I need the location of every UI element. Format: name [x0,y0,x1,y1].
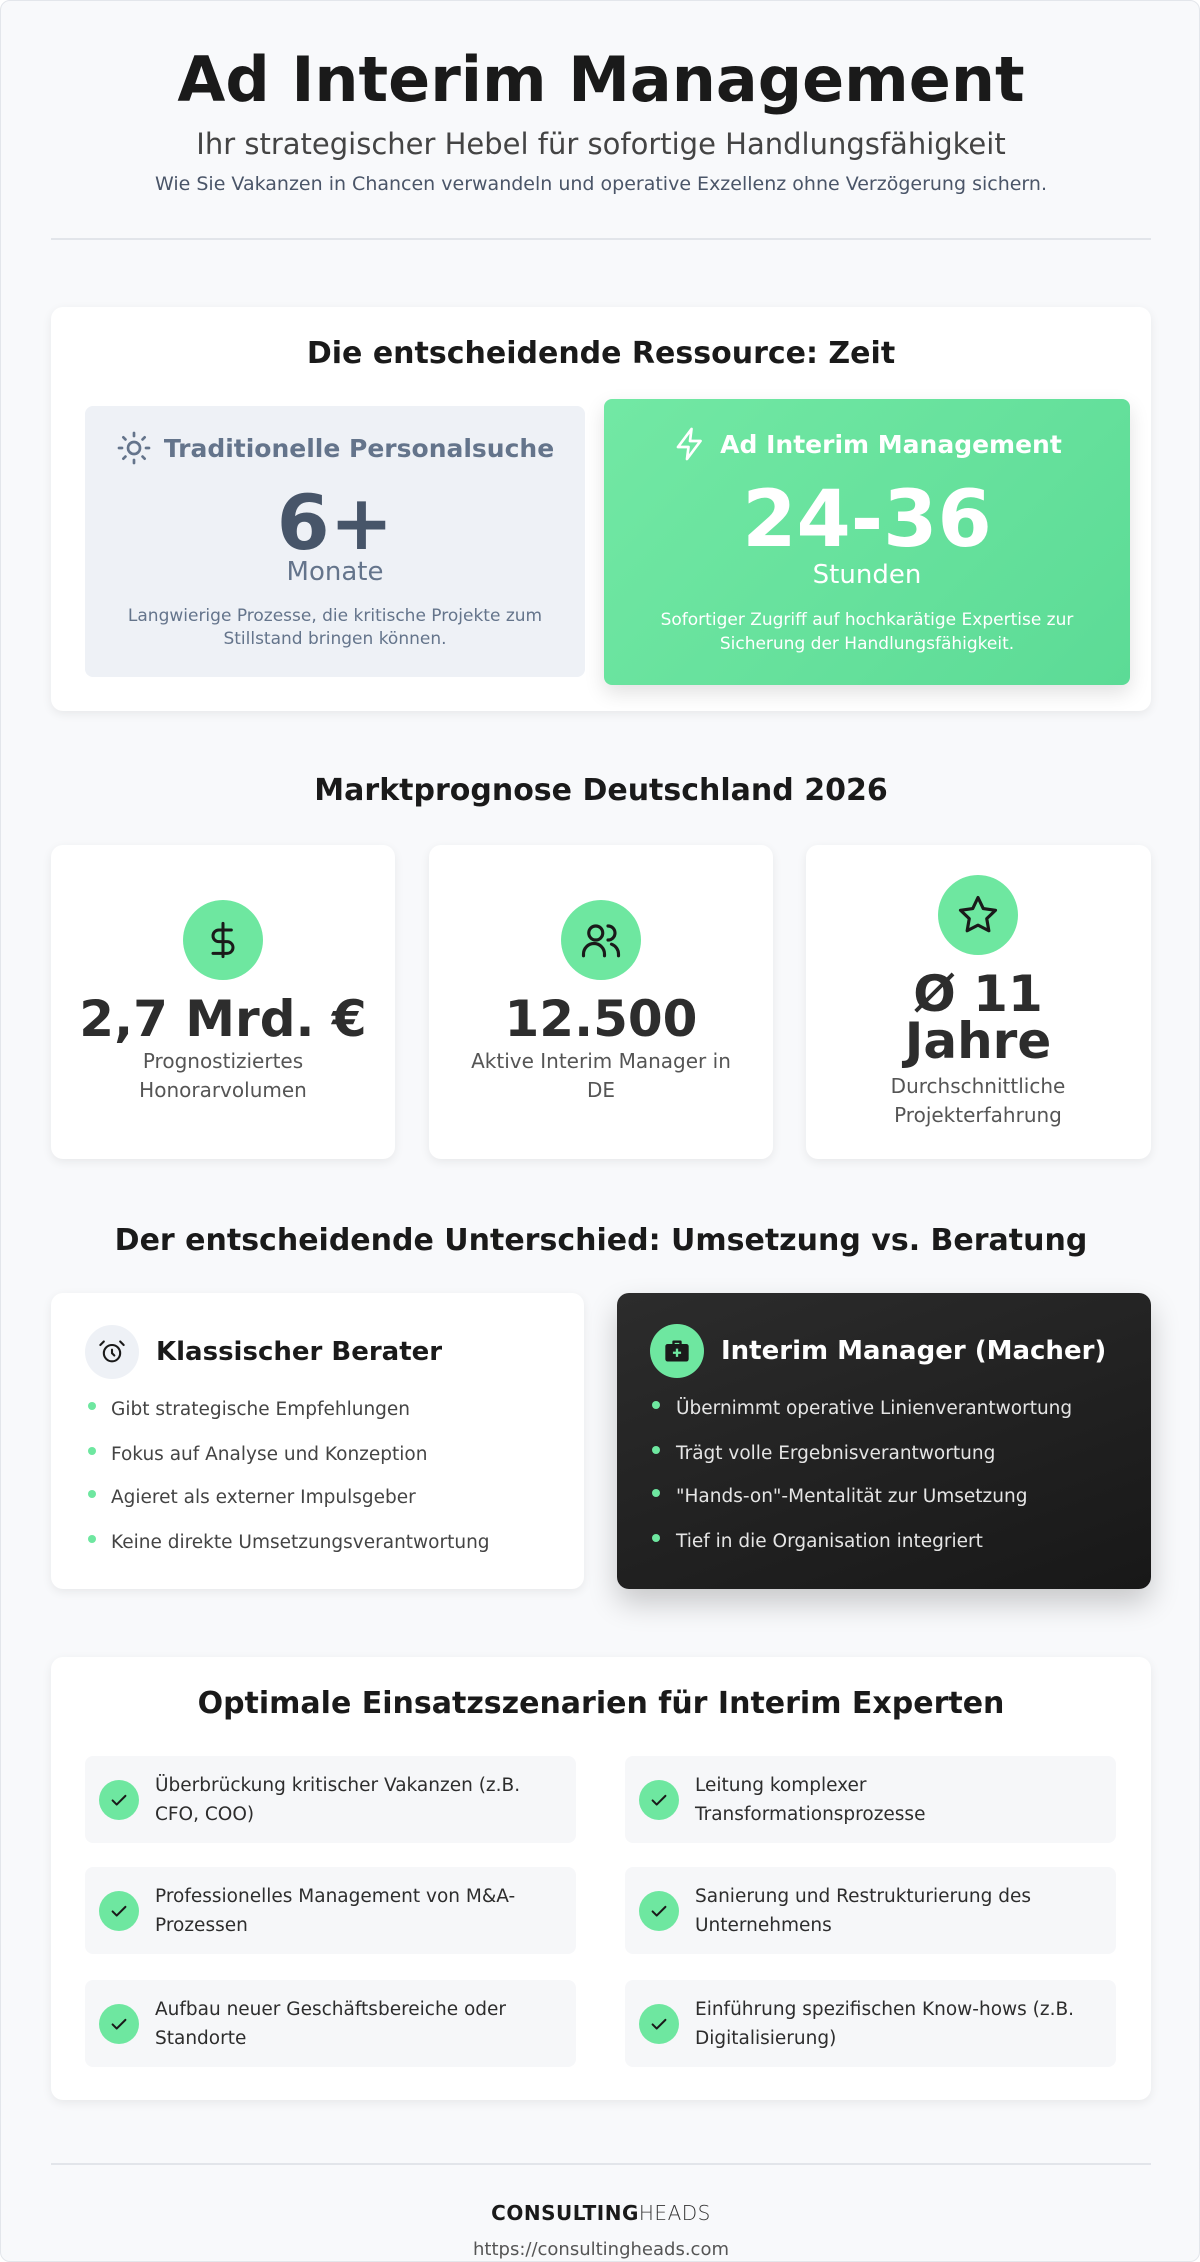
stat-card [429,845,773,1159]
scenario-text: Professionelles Management von M&A-Proze… [155,1885,516,1936]
stat-value: 2,7 Mrd. € [79,990,367,1048]
stat-icon [183,900,263,980]
tagline: Wie Sie Vakanzen in Chancen verwandeln u… [154,173,1047,195]
section-title: Die entscheidende Ressource: Zeit [306,336,896,371]
check-icon [639,2003,679,2044]
check-icon [639,1890,679,1931]
footer-url: https://consultingheads.com [473,2239,729,2260]
page-title: Ad Interim Management [177,43,1025,116]
stat-value: 12.500 [504,990,698,1048]
manager-icon [650,1324,704,1378]
traditional-header: Traditionelle Personalsuche [85,430,585,466]
divider [51,238,1151,240]
bullet-text: "Hands-on"-Mentalität zur Umsetzung [676,1486,1028,1507]
box-title: Traditionelle Personalsuche [163,433,555,463]
box-title: Ad Interim Management [720,429,1062,459]
big-value: 24-36 [742,475,992,565]
bullet-text: Übernimmt operative Linienverantwortung [676,1398,1073,1419]
scenario-text: Sanierung und Restrukturierung des Unter… [695,1885,1031,1936]
check-icon [99,1890,139,1931]
scenario-item: Leitung komplexer Transformationsprozess… [625,1756,1116,1843]
card-title: Klassischer Berater [156,1337,443,1367]
check-icon [99,1779,139,1820]
stat-card [51,845,395,1159]
check-icon [99,2003,139,2044]
divider [51,2163,1151,2165]
scenario-text: Leitung komplexer Transformationsprozess… [695,1774,926,1825]
check-icon [639,1779,679,1820]
brand-light: HEADS [638,2201,711,2225]
bullet [88,1402,96,1410]
section-title: Optimale Einsatzszenarien für Interim Ex… [197,1686,1005,1721]
scenario-item: Professionelles Management von M&A-Proze… [85,1867,576,1954]
bullet [88,1490,96,1498]
stat-value: Ø 11 Jahre [904,965,1052,1070]
unit: Monate [286,557,384,587]
stat-icon [938,875,1018,955]
unit: Stunden [812,560,922,590]
bullet-text: Agieret als externer Impulsgeber [111,1487,416,1508]
interim-header: Ad Interim Management [604,426,1130,462]
manager-card [617,1293,1151,1589]
bullet [88,1447,96,1455]
scenario-text: Aufbau neuer Geschäftsbereiche oder Stan… [155,1998,507,2049]
bolt-icon [676,427,703,461]
bullet-text: Trägt volle Ergebnisverantwortung [676,1443,996,1464]
stat-label: Prognostiziertes Honorarvolumen [139,1049,307,1102]
stat-label: Aktive Interim Manager in DE [471,1049,731,1102]
bullet [652,1446,660,1454]
stat-label: Durchschnittliche Projekterfahrung [890,1074,1066,1127]
consultant-icon [85,1325,139,1379]
description: Sofortiger Zugriff auf hochkarätige Expe… [660,610,1074,654]
scenario-item: Aufbau neuer Geschäftsbereiche oder Stan… [85,1980,576,2067]
card-title: Interim Manager (Macher) [721,1336,1107,1366]
bullet-text: Fokus auf Analyse und Konzeption [111,1444,428,1465]
section-title: Marktprognose Deutschland 2026 [314,773,888,808]
bullet-text: Tief in die Organisation integriert [676,1531,983,1552]
section-title: Der entscheidende Unterschied: Umsetzung… [114,1223,1088,1258]
stat-icon [561,900,641,980]
scenario-text: Überbrückung kritischer Vakanzen (z.B. C… [155,1774,521,1825]
scenario-text: Einführung spezifischen Know-hows (z.B. … [695,1998,1075,2049]
bullet [88,1535,96,1543]
scenario-item: Überbrückung kritischer Vakanzen (z.B. C… [85,1756,576,1843]
scenario-item: Einführung spezifischen Know-hows (z.B. … [625,1980,1116,2067]
brand-logo: CONSULTINGHEADS [1,2200,1199,2226]
bullet [652,1534,660,1542]
scenario-item: Sanierung und Restrukturierung des Unter… [625,1867,1116,1954]
bullet-text: Gibt strategische Empfehlungen [111,1399,411,1420]
interim-box [604,399,1130,685]
bullet [652,1401,660,1409]
big-value: 6+ [276,478,394,567]
consultant-card [51,1293,584,1589]
bullet-text: Keine direkte Umsetzungsverantwortung [111,1532,490,1553]
brand-bold: CONSULTING [491,2201,639,2225]
subtitle: Ihr strategischer Hebel für sofortige Ha… [196,127,1006,161]
traditional-box [85,406,585,677]
sun-icon [117,431,151,465]
description: Langwierige Prozesse, die kritische Proj… [127,606,543,649]
bullet [652,1489,660,1497]
